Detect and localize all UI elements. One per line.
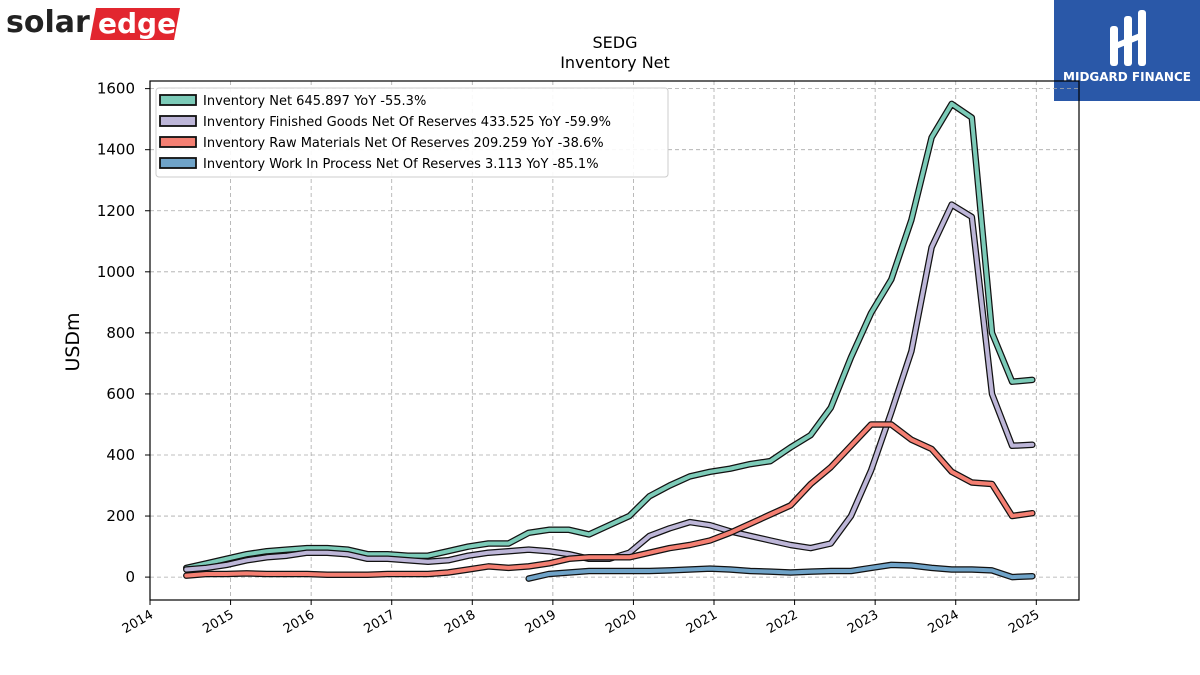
- x-tick-label: 2022: [764, 607, 800, 637]
- x-tick-label: 2024: [926, 607, 962, 637]
- series-line: [184, 422, 1035, 578]
- y-axis-ticks: 0 200 400 600 800 1000 1200 1400 1600: [97, 80, 150, 586]
- midgard-finance-logo: MIDGARD FINANCE: [1054, 0, 1200, 101]
- x-axis-ticks: 2014 2015 2016 2017 2018 2019 2020 2021 2022 2023…: [120, 600, 1042, 637]
- legend-swatch: [159, 157, 197, 169]
- y-tick-label: 1000: [97, 263, 135, 281]
- logo-text-edge: edge: [98, 7, 176, 40]
- x-tick-label: 2017: [362, 607, 398, 637]
- plot-frame: [149, 80, 1080, 601]
- series-line: [184, 101, 1035, 570]
- series-outline: [183, 201, 1036, 573]
- y-tick-label: 200: [106, 507, 135, 525]
- y-tick-label: 1600: [97, 80, 135, 98]
- x-tick-label: 2021: [684, 607, 720, 637]
- y-tick-label: 400: [106, 446, 135, 464]
- x-tick-label: 2020: [603, 607, 639, 637]
- y-tick-label: 1400: [97, 141, 135, 159]
- series-inventory-work-in-process-net-of-reserves: [525, 561, 1036, 582]
- x-tick-label: 2023: [845, 607, 881, 637]
- series-line: [526, 562, 1035, 581]
- legend-entry: Inventory Finished Goods Net Of Reserves…: [203, 115, 611, 130]
- y-tick-label: 1200: [97, 202, 135, 220]
- x-tick-label: 2025: [1006, 607, 1042, 637]
- legend-entry: Inventory Raw Materials Net Of Reserves …: [203, 136, 604, 151]
- y-tick-label: 800: [106, 324, 135, 342]
- legend-swatch: [159, 115, 197, 127]
- logo-parallelogram: [90, 8, 180, 40]
- x-tick-label: 2018: [442, 607, 478, 637]
- x-tick-label: 2019: [523, 607, 559, 637]
- y-tick-label: 0: [125, 568, 135, 586]
- y-tick-label: 600: [106, 385, 135, 403]
- legend-entry: Inventory Net 645.897 YoY -55.3%: [203, 94, 426, 109]
- logo-text-solar: solar: [6, 5, 90, 40]
- x-tick-label: 2016: [281, 607, 317, 637]
- series-line: [184, 202, 1035, 572]
- series-inventory-net: [183, 100, 1036, 572]
- midgard-logo-text: MIDGARD FINANCE: [1063, 70, 1191, 84]
- chart-title: SEDG: [593, 33, 638, 52]
- legend-swatch: [159, 94, 197, 106]
- chart-subtitle: Inventory Net: [560, 53, 670, 72]
- y-axis-label: USDm: [62, 312, 84, 371]
- x-tick-label: 2015: [200, 607, 236, 637]
- midgard-mark-icon: [1110, 10, 1146, 66]
- series-inventory-raw-materials-net-of-reserves: [183, 421, 1036, 579]
- legend-box: [155, 87, 669, 178]
- series-lines: [183, 100, 1036, 582]
- legend: Inventory Net 645.897 YoY -55.3% Inventor…: [155, 87, 669, 178]
- series-inventory-finished-goods-net-of-reserves: [183, 201, 1036, 573]
- legend-swatch: [159, 136, 197, 148]
- legend-entry: Inventory Work In Process Net Of Reserve…: [203, 157, 599, 172]
- x-tick-label: 2014: [120, 607, 156, 637]
- solaredge-logo: solar edge: [4, 2, 184, 44]
